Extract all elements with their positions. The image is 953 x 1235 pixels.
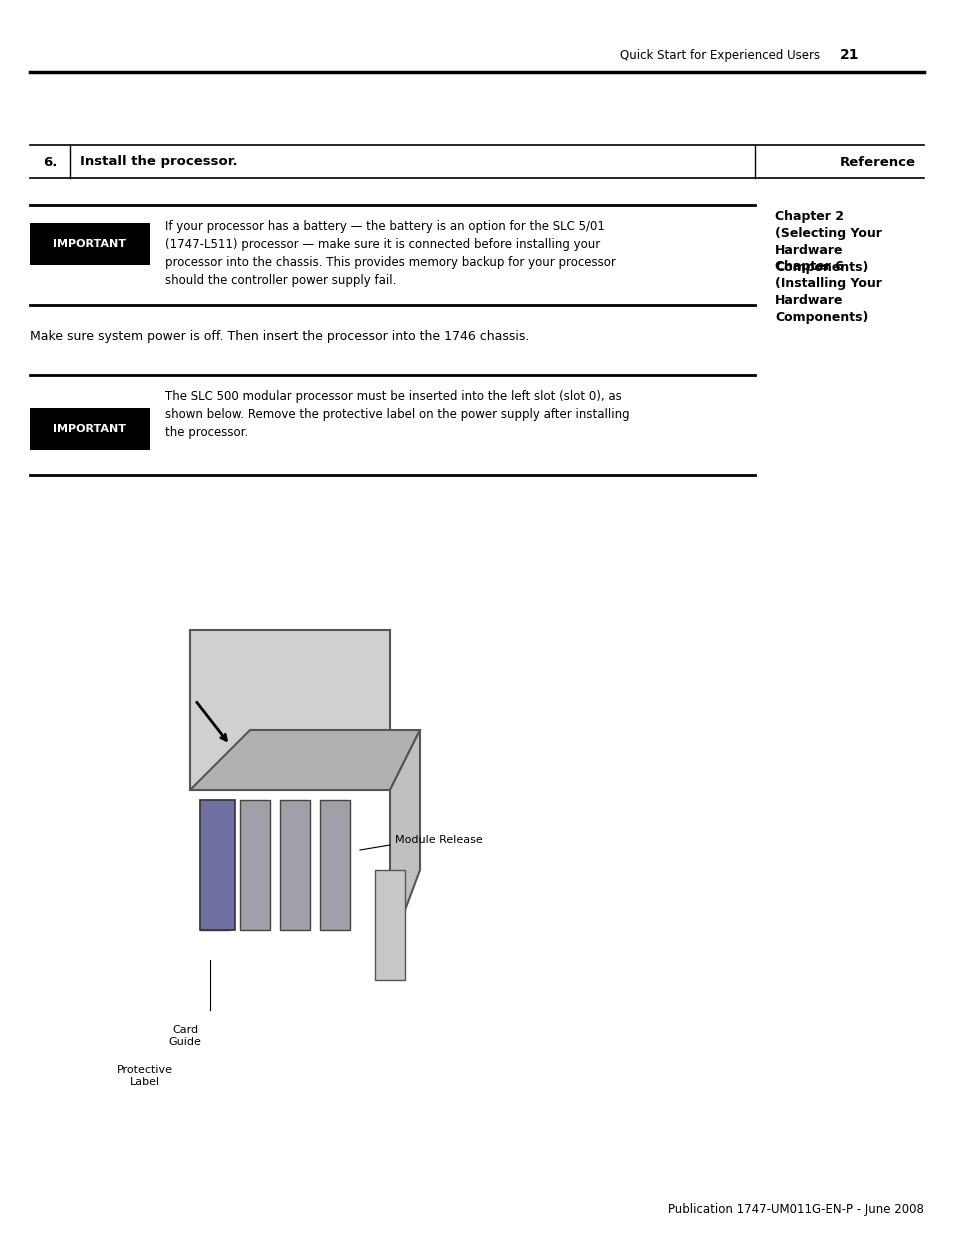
Bar — [30, 408, 150, 450]
Text: Module Release: Module Release — [395, 835, 482, 845]
Text: Quick Start for Experienced Users: Quick Start for Experienced Users — [619, 48, 820, 62]
Bar — [30, 224, 150, 266]
Text: Make sure system power is off. Then insert the processor into the 1746 chassis.: Make sure system power is off. Then inse… — [30, 330, 529, 343]
Text: Reference: Reference — [840, 156, 915, 168]
Text: Install the processor.: Install the processor. — [80, 156, 237, 168]
Text: Card
Guide: Card Guide — [169, 1025, 201, 1047]
Bar — [375, 869, 405, 981]
Polygon shape — [190, 730, 419, 790]
Text: 6.: 6. — [43, 156, 57, 168]
Text: The SLC 500 modular processor must be inserted into the left slot (slot 0), as
s: The SLC 500 modular processor must be in… — [165, 390, 629, 438]
Text: If your processor has a battery — the battery is an option for the SLC 5/01
(174: If your processor has a battery — the ba… — [165, 220, 616, 287]
Bar — [190, 630, 390, 790]
Text: 21: 21 — [840, 48, 859, 62]
Text: Chapter 6
(Installing Your
Hardware
Components): Chapter 6 (Installing Your Hardware Comp… — [774, 261, 881, 324]
Bar — [280, 800, 310, 930]
Text: Protective
Label: Protective Label — [117, 1065, 172, 1087]
Text: Chapter 2
(Selecting Your
Hardware
Components): Chapter 2 (Selecting Your Hardware Compo… — [774, 210, 881, 274]
Text: IMPORTANT: IMPORTANT — [53, 424, 127, 433]
Text: Publication 1747-UM011G-EN-P - June 2008: Publication 1747-UM011G-EN-P - June 2008 — [667, 1203, 923, 1216]
Polygon shape — [390, 730, 419, 950]
Text: IMPORTANT: IMPORTANT — [53, 240, 127, 249]
Bar — [319, 800, 350, 930]
Bar — [200, 800, 230, 930]
Bar — [240, 800, 270, 930]
Bar — [200, 800, 234, 930]
